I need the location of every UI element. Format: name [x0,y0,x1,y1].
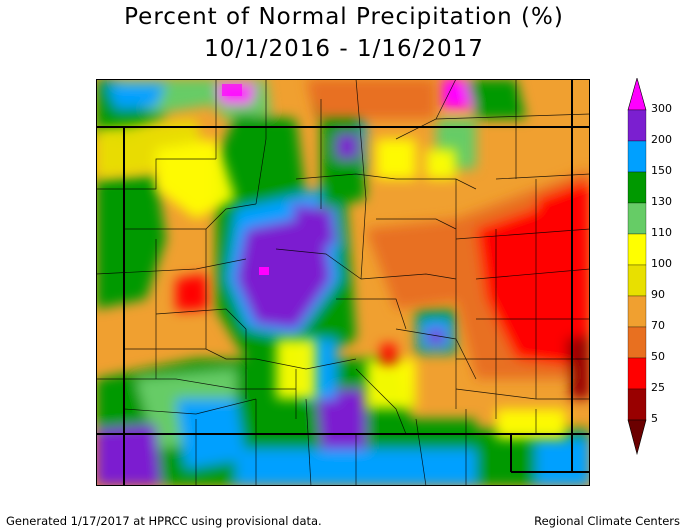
magenta-spot [222,84,242,96]
legend-swatch-200 [627,109,647,142]
legend-swatch-150 [627,140,647,173]
legend-label-90: 90 [651,288,665,301]
legend-swatch-5 [627,388,647,421]
legend-label-150: 150 [651,164,672,177]
legend-swatch-90 [627,264,647,297]
legend-label-25: 25 [651,381,665,394]
legend-label-50: 50 [651,350,665,363]
legend-label-5: 5 [651,412,658,425]
color-legend: 300 200 150 130 110 100 90 70 50 25 5 [626,78,686,458]
state-borders [96,79,590,486]
map-date-range: 10/1/2016 - 1/16/2017 [204,36,484,62]
legend-swatch-bottom [627,419,647,456]
legend-swatch-25 [627,357,647,390]
legend-label-70: 70 [651,319,665,332]
legend-label-130: 130 [651,195,672,208]
legend-swatch-50 [627,326,647,359]
legend-label-100: 100 [651,257,672,270]
legend-swatch-70 [627,295,647,328]
legend-label-300: 300 [651,102,672,115]
source-credit: Regional Climate Centers [534,514,680,528]
legend-label-110: 110 [651,226,672,239]
legend-swatch-110 [627,202,647,235]
legend-swatch-100 [627,233,647,266]
legend-swatch-130 [627,171,647,204]
legend-colorbar [627,78,647,456]
map-title: Percent of Normal Precipitation (%) [124,4,564,30]
county-borders [96,79,590,486]
map-frame [96,79,590,486]
generated-note: Generated 1/17/2017 at HPRCC using provi… [6,514,322,528]
magenta-spot [259,267,269,275]
precipitation-map [96,79,590,486]
legend-label-200: 200 [651,133,672,146]
legend-swatch-top [627,78,647,111]
